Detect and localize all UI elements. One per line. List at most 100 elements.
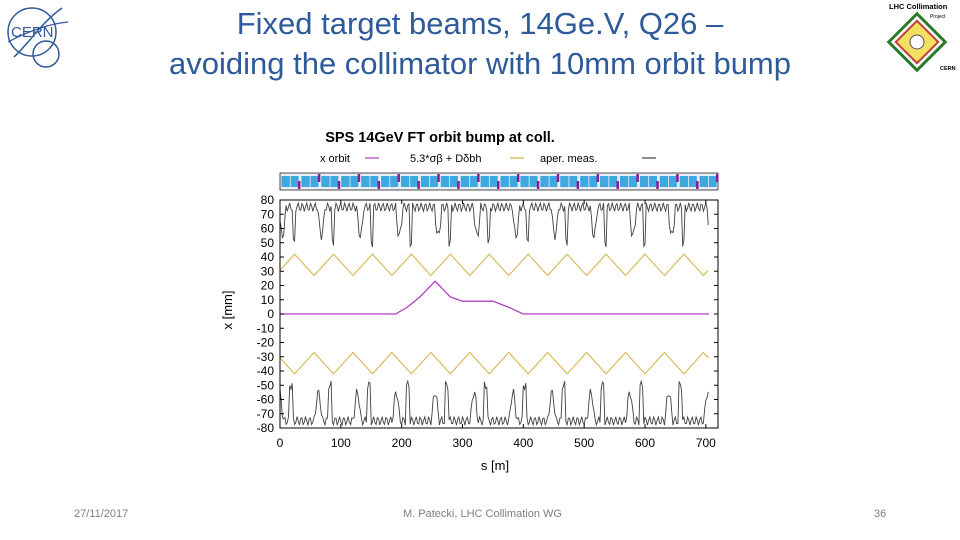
lattice-dipole <box>400 176 410 187</box>
lhc-collimation-logo: LHC Collimation Project CERN <box>886 2 956 73</box>
lattice-dipole <box>649 176 657 187</box>
lattice-quadrupole <box>716 174 719 182</box>
lattice-quadrupole <box>457 181 460 189</box>
x-tick-label: 300 <box>452 436 472 450</box>
aperture-lower <box>279 379 709 427</box>
lattice-dipole <box>449 176 458 187</box>
lattice-dipole <box>639 176 649 187</box>
lattice-quadrupole <box>397 174 400 182</box>
lattice-dipole <box>659 176 669 187</box>
lattice-quadrupole <box>337 181 341 189</box>
lattice-quadrupole <box>357 174 361 182</box>
lattice-quadrupole <box>636 174 639 182</box>
x-tick-label: 100 <box>331 436 351 450</box>
lattice-quadrupole <box>676 174 679 182</box>
slide-title-line-2: avoiding the collimator with 10mm orbit … <box>169 46 791 81</box>
lhc-logo-text-1: LHC Collimation <box>889 2 948 11</box>
legend-label: aper. meas. <box>540 153 597 165</box>
chart-legend: x orbit 5.3*σβ + Dδbh aper. meas. <box>320 153 656 165</box>
x-tick-label: 400 <box>513 436 533 450</box>
lattice-dipole <box>410 176 419 187</box>
y-axis-label: x [mm] <box>220 291 235 330</box>
lattice-dipole <box>708 176 717 187</box>
y-tick-label: 50 <box>261 236 275 250</box>
lattice-quadrupole <box>516 174 520 182</box>
chart-axes: 80706050403020100-10-20-30-40-50-60-70-8… <box>257 193 719 450</box>
lhc-logo-text-3: CERN <box>940 66 956 72</box>
lattice-dipole <box>629 176 638 187</box>
lattice-quadrupole <box>437 174 440 182</box>
cern-logo-text: CERN <box>11 24 54 41</box>
lattice-strip <box>279 172 719 191</box>
beam-envelope-upper <box>279 253 709 277</box>
lattice-quadrupole <box>536 181 540 189</box>
beam-envelope-lower <box>279 351 709 375</box>
aperture-upper <box>279 201 709 248</box>
lattice-dipole <box>381 176 390 187</box>
lattice-dipole <box>540 176 549 187</box>
plot-area <box>279 201 709 427</box>
lattice-dipole <box>469 176 478 187</box>
lattice-dipole <box>509 176 518 187</box>
slide-title: Fixed target beams, 14Ge.V, Q26 – avoidi… <box>90 4 870 84</box>
lattice-dipole <box>310 176 319 187</box>
x-tick-label: 0 <box>277 436 284 450</box>
lattice-dipole <box>301 176 310 187</box>
y-tick-label: -70 <box>257 407 275 421</box>
lattice-quadrupole <box>497 181 500 189</box>
y-tick-label: -20 <box>257 336 275 350</box>
lattice-dipole <box>529 176 538 187</box>
lattice-dipole <box>600 176 609 187</box>
x-axis-label: s [m] <box>481 458 509 473</box>
lattice-quadrupole <box>656 181 659 189</box>
y-tick-label: 0 <box>267 307 274 321</box>
lattice-dipole <box>569 176 578 187</box>
lattice-quadrupole <box>556 174 560 182</box>
lattice-dipole <box>688 176 697 187</box>
y-tick-label: -60 <box>257 393 275 407</box>
lattice-dipole <box>430 176 438 187</box>
x-tick-label: 500 <box>574 436 594 450</box>
lattice-dipole <box>440 176 450 187</box>
lattice-dipole <box>489 176 498 187</box>
lattice-quadrupole <box>297 181 301 189</box>
lattice-quadrupole <box>317 174 321 182</box>
y-tick-label: -10 <box>257 321 275 335</box>
y-tick-label: 30 <box>261 264 275 278</box>
lattice-dipole <box>361 176 370 187</box>
footer-page-number: 36 <box>874 508 887 520</box>
lattice-dipole <box>321 176 330 187</box>
lattice-dipole <box>500 176 509 187</box>
lattice-dipole <box>290 176 299 187</box>
y-tick-label: 60 <box>261 222 275 236</box>
lattice-quadrupole <box>477 174 480 182</box>
y-tick-label: -50 <box>257 378 275 392</box>
lattice-dipole <box>609 176 618 187</box>
lattice-dipole <box>520 176 529 187</box>
lattice-dipole <box>341 176 350 187</box>
orbit-bump-chart: SPS 14GeV FT orbit bump at coll. x orbit… <box>220 130 719 473</box>
lattice-dipole <box>480 176 489 187</box>
lattice-quadrupole <box>576 181 580 189</box>
lattice-dipole <box>281 176 290 187</box>
lhc-logo-text-2: Project <box>930 14 946 20</box>
lattice-dipole <box>549 176 558 187</box>
y-tick-label: -80 <box>257 421 275 435</box>
footer-date: 27/11/2017 <box>74 508 129 520</box>
y-tick-label: 10 <box>261 293 275 307</box>
y-tick-label: 80 <box>261 193 275 207</box>
y-tick-label: -30 <box>257 350 275 364</box>
y-tick-label: -40 <box>257 364 275 378</box>
lattice-dipole <box>679 176 689 187</box>
lattice-dipole <box>560 176 569 187</box>
y-tick-label: 20 <box>261 279 275 293</box>
lattice-quadrupole <box>417 181 420 189</box>
lattice-dipole <box>460 176 470 187</box>
slide-title-line-1: Fixed target beams, 14Ge.V, Q26 – <box>236 6 724 41</box>
x-orbit-line <box>280 280 709 315</box>
lattice-quadrupole <box>616 181 619 189</box>
y-tick-label: 70 <box>261 207 275 221</box>
x-tick-label: 700 <box>696 436 716 450</box>
lattice-dipole <box>589 176 598 187</box>
y-tick-label: 40 <box>261 250 275 264</box>
